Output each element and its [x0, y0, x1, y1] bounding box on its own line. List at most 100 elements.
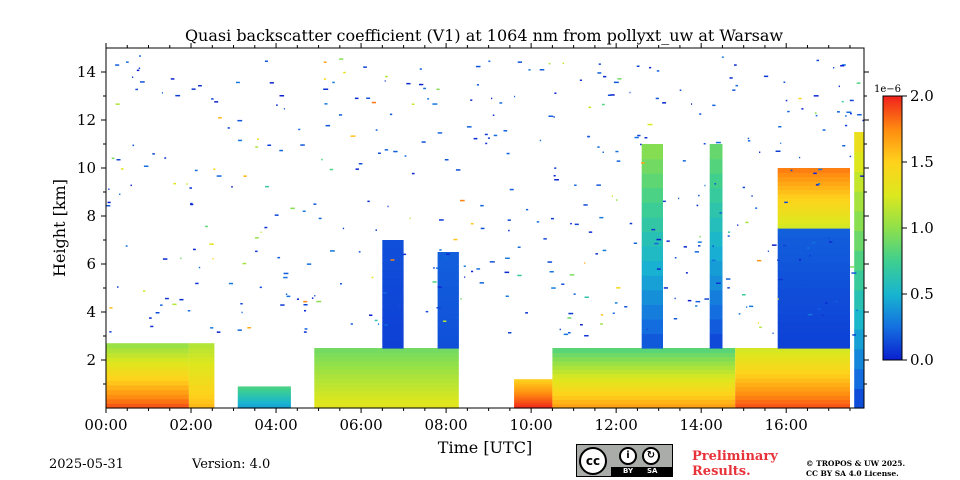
- heatmap-cell: [382, 301, 404, 310]
- sa-share-icon: ↻: [642, 447, 660, 465]
- noise-pixel: [397, 305, 401, 307]
- heatmap-cell: [777, 198, 850, 203]
- noise-pixel: [205, 225, 208, 228]
- noise-pixel: [454, 316, 459, 318]
- noise-pixel: [849, 99, 854, 102]
- heatmap-cell: [237, 398, 291, 401]
- colorbar-tick-label: 0.0: [910, 351, 934, 369]
- noise-pixel: [164, 157, 167, 159]
- noise-pixel: [303, 300, 308, 303]
- heatmap-cell: [552, 373, 736, 379]
- heatmap-cell: [709, 231, 723, 247]
- noise-pixel: [259, 286, 262, 289]
- heatmap-cell: [314, 373, 459, 379]
- heatmap-cell: [777, 189, 850, 195]
- noise-pixel: [313, 203, 317, 205]
- noise-pixel: [778, 278, 784, 281]
- heatmap-cell: [709, 187, 723, 203]
- heatmap-speckle: [106, 55, 864, 337]
- noise-pixel: [803, 285, 807, 287]
- noise-pixel: [165, 297, 169, 300]
- noise-pixel: [455, 169, 461, 171]
- heatmap-cell: [709, 158, 723, 174]
- noise-pixel: [783, 81, 786, 83]
- noise-pixel: [371, 276, 374, 279]
- heatmap-cell: [437, 265, 459, 274]
- noise-pixel: [712, 245, 714, 247]
- noise-pixel: [432, 103, 438, 105]
- heatmap-region: [437, 252, 459, 349]
- noise-pixel: [150, 325, 154, 328]
- noise-pixel: [332, 81, 335, 84]
- heatmap-cell: [382, 294, 404, 303]
- noise-pixel: [862, 119, 864, 122]
- heatmap-cell: [641, 158, 663, 174]
- noise-pixel: [682, 160, 686, 162]
- noise-pixel: [574, 184, 577, 186]
- heatmap-cell: [709, 144, 723, 160]
- heatmap-cell: [777, 168, 850, 173]
- noise-pixel: [160, 304, 163, 306]
- noise-pixel: [190, 202, 193, 205]
- heatmap-cell: [552, 365, 736, 370]
- noise-pixel: [149, 317, 152, 319]
- plot-area: [105, 47, 865, 409]
- heatmap-cell: [382, 278, 404, 287]
- noise-pixel: [375, 229, 377, 231]
- noise-pixel: [283, 108, 285, 110]
- noise-pixel: [216, 175, 222, 177]
- noise-pixel: [302, 210, 306, 212]
- noise-pixel: [856, 82, 861, 84]
- noise-pixel: [574, 223, 579, 226]
- noise-pixel: [838, 85, 840, 88]
- noise-pixel: [727, 231, 731, 233]
- noise-pixel: [567, 317, 572, 319]
- noise-pixel: [602, 103, 605, 106]
- x-tick-label: 02:00: [169, 416, 212, 434]
- heatmap-region: [514, 379, 553, 409]
- y-tick-label: 4: [86, 303, 96, 321]
- heatmap-cell: [735, 386, 850, 392]
- noise-pixel: [187, 310, 191, 312]
- heatmap-region: [777, 168, 850, 229]
- heatmap-cell: [735, 365, 850, 370]
- date-label: 2025-05-31: [49, 457, 124, 472]
- noise-pixel: [453, 238, 458, 241]
- heatmap-cell: [735, 395, 850, 400]
- heatmap-cell: [437, 313, 459, 322]
- license-badge[interactable]: cc i ↻ BY SA: [576, 444, 673, 477]
- heatmap-cell: [854, 171, 864, 192]
- preliminary-notice: Preliminary Results.: [692, 449, 778, 479]
- noise-pixel: [845, 115, 847, 117]
- noise-pixel: [654, 242, 659, 245]
- noise-pixel: [269, 82, 274, 84]
- heatmap-cell: [188, 375, 215, 381]
- noise-pixel: [195, 282, 199, 285]
- noise-pixel: [179, 298, 184, 301]
- heatmap-cell: [777, 253, 850, 263]
- heatmap-cell: [641, 304, 663, 320]
- heatmap-cell: [437, 320, 459, 329]
- noise-pixel: [759, 326, 762, 329]
- noise-pixel: [190, 203, 194, 206]
- noise-pixel: [737, 224, 739, 226]
- noise-pixel: [517, 274, 522, 277]
- noise-pixel: [745, 221, 749, 224]
- heatmap-cell: [777, 236, 850, 246]
- noise-pixel: [784, 201, 788, 204]
- noise-pixel: [280, 304, 285, 306]
- noise-pixel: [211, 98, 214, 100]
- heatmap-cell: [709, 318, 723, 335]
- noise-pixel: [674, 257, 677, 259]
- noise-pixel: [624, 306, 628, 308]
- noise-pixel: [119, 193, 121, 195]
- noise-pixel: [517, 246, 521, 248]
- noise-pixel: [646, 328, 649, 331]
- noise-pixel: [264, 226, 268, 229]
- noise-pixel: [286, 295, 291, 298]
- heatmap-cell: [106, 380, 189, 386]
- noise-pixel: [570, 222, 572, 225]
- noise-pixel: [358, 163, 363, 165]
- noise-pixel: [704, 184, 706, 187]
- noise-pixel: [815, 114, 818, 117]
